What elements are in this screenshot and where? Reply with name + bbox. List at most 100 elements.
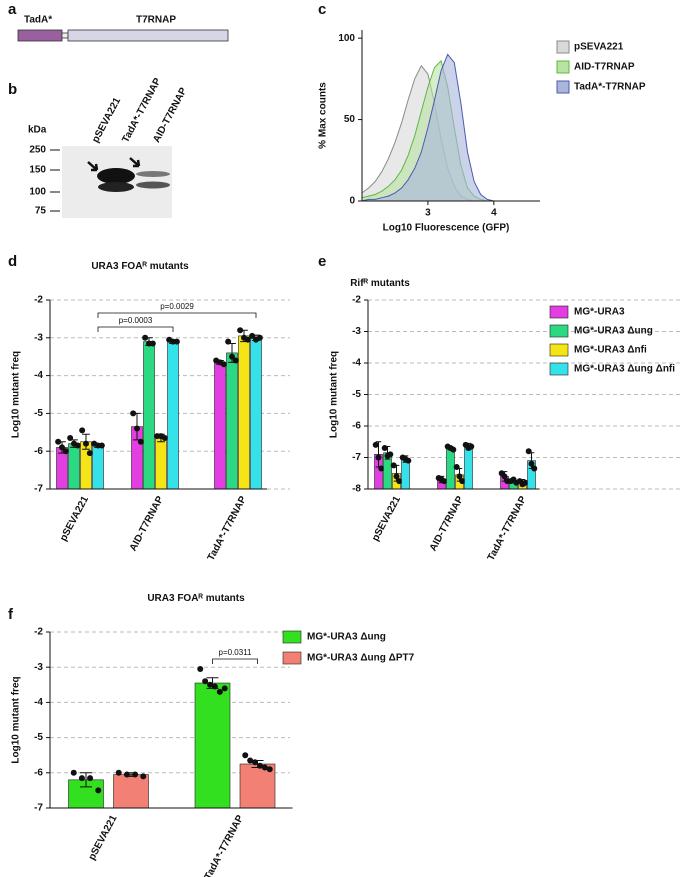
band xyxy=(97,168,135,184)
legend-label: MG*-URA3 Δnfi xyxy=(574,345,647,356)
data-point xyxy=(256,762,263,769)
segment-label: T7RNAP xyxy=(136,15,176,26)
y-axis-label: Log10 mutant freq xyxy=(11,676,22,763)
data-point xyxy=(528,460,535,467)
data-point xyxy=(59,444,65,451)
significance-bracket xyxy=(212,658,258,664)
data-point xyxy=(202,678,209,685)
chart-title-box: URA3 FOAᴿ mutants xyxy=(147,593,244,604)
data-point xyxy=(249,332,256,339)
y-axis-label: % Max counts xyxy=(318,82,329,149)
data-point xyxy=(98,442,105,449)
data-point xyxy=(86,450,93,457)
legend-label: AID-T7RNAP xyxy=(574,62,635,73)
data-point xyxy=(220,361,227,368)
data-point xyxy=(134,425,140,432)
data-point xyxy=(237,327,244,334)
legend-swatch xyxy=(282,630,302,644)
legend-label: TadA*-T7RNAP xyxy=(574,82,646,93)
data-point xyxy=(381,445,388,452)
legend-swatch xyxy=(549,343,569,357)
lane-label: AID-T7RNAP xyxy=(151,86,189,145)
data-point xyxy=(74,442,81,449)
legend-label: MG*-URA3 Δung Δnfi xyxy=(574,364,675,375)
panel-label: a xyxy=(8,1,17,18)
y-tick-label: -6 xyxy=(34,446,43,457)
linker xyxy=(61,32,69,39)
data-point xyxy=(531,465,538,472)
data-point xyxy=(123,771,130,778)
bar xyxy=(464,446,473,490)
p-value: p=0.0311 xyxy=(219,648,253,657)
bar xyxy=(113,774,149,809)
arrow xyxy=(87,161,99,172)
y-tick-label: -7 xyxy=(352,452,361,463)
marker-ticks xyxy=(50,149,60,212)
data-point xyxy=(252,759,259,766)
data-point xyxy=(261,764,268,771)
bar xyxy=(92,445,104,490)
legend-label: MG*-URA3 xyxy=(574,307,625,318)
significance-bracket xyxy=(97,312,257,318)
marker-label: 100 xyxy=(29,187,46,198)
data-point xyxy=(149,340,156,347)
x-tick-label: TadA*-T7RNAP xyxy=(206,494,249,563)
data-point xyxy=(229,353,235,360)
data-point xyxy=(242,752,249,759)
x-tick-label: 3 xyxy=(425,208,431,219)
data-point xyxy=(140,773,147,780)
y-tick-label: -7 xyxy=(34,803,43,814)
bar xyxy=(143,341,155,490)
legend-swatch xyxy=(556,80,570,94)
p-value: p=0.0003 xyxy=(119,316,153,325)
data-point xyxy=(95,787,102,794)
t7rnap-domain xyxy=(67,29,229,42)
band xyxy=(136,171,170,177)
y-tick-label: -4 xyxy=(34,370,43,381)
segment-label: TadA* xyxy=(24,15,52,26)
bar xyxy=(214,362,226,490)
data-point xyxy=(142,334,149,341)
data-point xyxy=(256,334,263,341)
y-tick-label: -7 xyxy=(34,484,43,495)
data-point xyxy=(501,473,508,480)
legend-swatch xyxy=(549,305,569,319)
legend-swatch xyxy=(549,324,569,338)
x-axis-label: Log10 Fluorescence (GFP) xyxy=(383,223,510,234)
legend-label: pSEVA221 xyxy=(574,42,624,53)
data-point xyxy=(216,688,223,695)
bar xyxy=(155,437,167,490)
bar xyxy=(250,337,262,490)
p-value: p=0.0029 xyxy=(160,302,194,311)
data-point xyxy=(67,434,74,441)
data-point xyxy=(137,438,144,445)
data-point xyxy=(232,357,239,364)
bar xyxy=(68,443,80,490)
panel-label: f xyxy=(8,606,14,623)
data-point xyxy=(405,457,412,464)
error-bar xyxy=(80,772,92,788)
data-point xyxy=(390,462,397,469)
data-point xyxy=(132,771,139,778)
y-tick-label: 100 xyxy=(338,33,355,44)
band xyxy=(98,182,134,192)
data-point xyxy=(459,478,466,485)
data-point xyxy=(450,446,457,453)
y-tick-label: -8 xyxy=(352,484,361,495)
y-tick-label: -3 xyxy=(34,332,43,343)
data-point xyxy=(83,440,89,447)
data-point xyxy=(161,434,168,441)
y-tick-label: -2 xyxy=(352,295,361,306)
panel-label: e xyxy=(318,253,326,270)
legend-swatch xyxy=(556,60,570,74)
legend-swatch xyxy=(549,362,569,376)
legend-label: MG*-URA3 Δung xyxy=(307,632,386,643)
data-point xyxy=(378,465,385,472)
data-point xyxy=(525,448,532,455)
data-point xyxy=(79,427,86,434)
significance-bracket xyxy=(97,326,174,332)
chart-title-box: Rifᴿ mutants xyxy=(350,278,410,289)
panel-label: b xyxy=(8,81,17,98)
y-tick-label: -6 xyxy=(352,421,361,432)
data-point xyxy=(453,463,460,470)
